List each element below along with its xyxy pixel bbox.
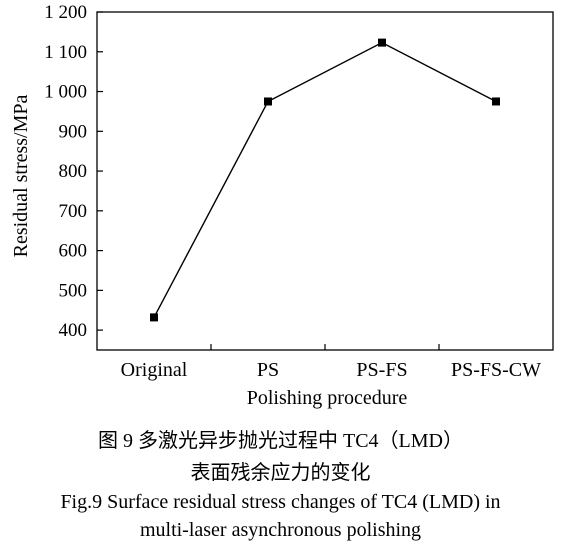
caption-english-line-1: Fig.9 Surface residual stress changes of… bbox=[60, 491, 501, 513]
y-tick-label: 1 200 bbox=[44, 2, 87, 23]
data-point-marker bbox=[492, 97, 500, 106]
series bbox=[150, 38, 500, 322]
y-tick-label: 400 bbox=[59, 320, 88, 341]
caption-chinese-line-1: 图 9 多激光异步抛光过程中 TC4（LMD） bbox=[98, 430, 463, 452]
y-tick-label: 1 100 bbox=[44, 42, 87, 63]
plot-frame bbox=[96, 11, 554, 351]
data-point-marker bbox=[378, 38, 386, 47]
y-tick-label: 1 000 bbox=[44, 82, 87, 103]
y-tick-label: 600 bbox=[59, 241, 88, 262]
y-tick-label: 900 bbox=[59, 121, 88, 142]
caption-english-line-2: multi-laser asynchronous polishing bbox=[139, 519, 422, 541]
chart: 400 500 600 700 800 900 1 000 1 100 1 200 Origin… bbox=[10, 2, 554, 409]
x-tick-label: PS-FS bbox=[356, 359, 407, 381]
y-tick-label: 700 bbox=[59, 201, 88, 222]
axes bbox=[96, 11, 554, 351]
data-point-marker bbox=[150, 313, 158, 322]
series-line bbox=[153, 41, 497, 318]
y-axis-label: Residual stress/MPa bbox=[10, 94, 32, 257]
x-tick-label: PS bbox=[257, 359, 279, 381]
x-axis-label: Polishing procedure bbox=[247, 387, 408, 409]
y-tick-label: 500 bbox=[59, 280, 88, 301]
x-ticks: Original PS PS-FS PS-FS-CW bbox=[121, 344, 541, 381]
x-tick-label: PS-FS-CW bbox=[451, 359, 541, 381]
x-tick-label: Original bbox=[121, 359, 188, 381]
residual-stress-line-chart: 400 500 600 700 800 900 1 000 1 100 1 200 Origin… bbox=[10, 2, 554, 409]
y-ticks: 400 500 600 700 800 900 1 000 1 100 1 200 bbox=[44, 2, 103, 341]
caption-chinese-line-2: 表面残余应力的变化 bbox=[190, 462, 371, 484]
data-point-marker bbox=[264, 97, 272, 106]
y-tick-label: 800 bbox=[59, 161, 88, 182]
